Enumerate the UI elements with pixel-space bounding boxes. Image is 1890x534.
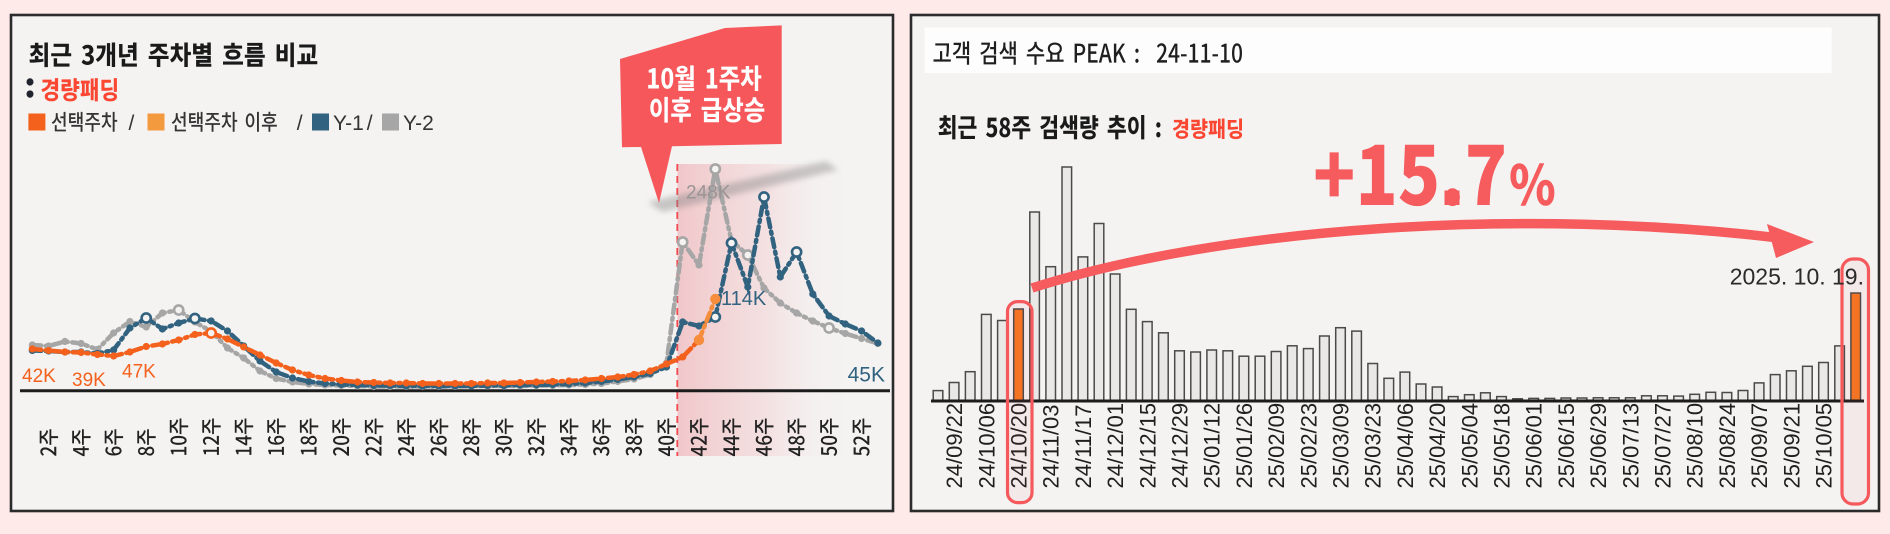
- svg-text:45K: 45K: [848, 364, 885, 387]
- svg-text:25/08/24: 25/08/24: [1715, 403, 1740, 489]
- svg-text:25/06/29: 25/06/29: [1586, 403, 1611, 489]
- svg-text:25/02/23: 25/02/23: [1296, 403, 1321, 489]
- svg-text:25/03/09: 25/03/09: [1329, 403, 1354, 489]
- svg-text:114K: 114K: [721, 288, 767, 310]
- svg-text:25/09/07: 25/09/07: [1747, 403, 1772, 489]
- svg-text:/: /: [297, 112, 303, 135]
- svg-text:25/07/27: 25/07/27: [1651, 403, 1676, 489]
- svg-text:/: /: [129, 112, 135, 135]
- svg-text:25/05/04: 25/05/04: [1457, 403, 1482, 489]
- svg-text:24/10/20: 24/10/20: [1007, 403, 1032, 489]
- svg-text:39K: 39K: [72, 370, 106, 391]
- svg-text:25/01/26: 25/01/26: [1232, 403, 1257, 489]
- svg-text:24/12/29: 24/12/29: [1168, 403, 1193, 489]
- svg-text:2025. 10. 19.: 2025. 10. 19.: [1730, 264, 1864, 290]
- svg-text:25/06/15: 25/06/15: [1554, 403, 1579, 489]
- svg-text:24/10/06: 24/10/06: [974, 403, 999, 489]
- svg-text:Y-2: Y-2: [403, 112, 434, 135]
- svg-text:24/12/01: 24/12/01: [1103, 403, 1128, 489]
- svg-text:24/11/17: 24/11/17: [1071, 404, 1096, 488]
- svg-text:25/08/10: 25/08/10: [1683, 403, 1708, 489]
- svg-text:248K: 248K: [686, 183, 731, 204]
- svg-text:24/12/15: 24/12/15: [1135, 403, 1160, 489]
- svg-text:25/10/05: 25/10/05: [1812, 403, 1837, 489]
- svg-text:25/04/06: 25/04/06: [1393, 403, 1418, 489]
- svg-text:24/09/22: 24/09/22: [942, 403, 967, 489]
- svg-text:25/03/23: 25/03/23: [1361, 403, 1386, 489]
- svg-text:42K: 42K: [22, 366, 56, 387]
- svg-text:24/11/03: 24/11/03: [1039, 404, 1064, 488]
- svg-text:25/05/18: 25/05/18: [1490, 403, 1515, 489]
- svg-text:25/06/01: 25/06/01: [1522, 403, 1547, 489]
- svg-text:47K: 47K: [122, 361, 156, 382]
- svg-text:Y-1: Y-1: [333, 112, 364, 135]
- svg-text:25/09/21: 25/09/21: [1779, 403, 1804, 489]
- svg-text:25/04/20: 25/04/20: [1425, 403, 1450, 489]
- svg-text:25/07/13: 25/07/13: [1618, 403, 1643, 489]
- svg-text:/: /: [367, 112, 373, 135]
- svg-text:25/01/12: 25/01/12: [1200, 403, 1225, 489]
- svg-text:25/02/09: 25/02/09: [1264, 403, 1289, 489]
